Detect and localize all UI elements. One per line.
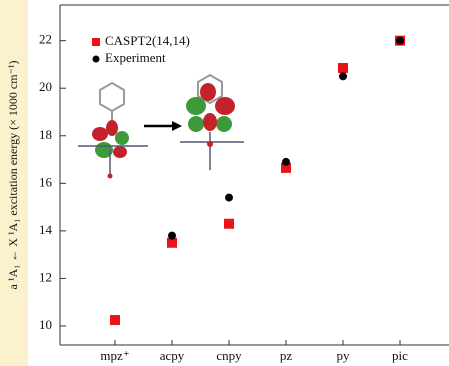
- point: [225, 194, 233, 202]
- x-tick-label: mpz⁺: [100, 348, 129, 363]
- y-tick-label: 16: [39, 174, 53, 189]
- y-tick-label: 12: [39, 269, 52, 284]
- point: [110, 315, 120, 325]
- legend-marker: [92, 38, 100, 46]
- y-tick-label: 22: [39, 32, 52, 47]
- x-tick-label: acpy: [160, 348, 185, 363]
- x-tick-label: py: [337, 348, 351, 363]
- point: [168, 232, 176, 240]
- x-tick-label: cnpy: [216, 348, 242, 363]
- y-tick-label: 20: [39, 79, 52, 94]
- point: [338, 63, 348, 73]
- y-tick-label: 18: [39, 127, 52, 142]
- x-tick-label: pic: [392, 348, 408, 363]
- x-tick-label: pz: [280, 348, 293, 363]
- legend-marker: [93, 56, 100, 63]
- legend-label: CASPT2(14,14): [105, 33, 190, 48]
- y-tick-label: 10: [39, 317, 52, 332]
- point: [339, 72, 347, 80]
- point: [224, 219, 234, 229]
- chart: a ¹A₁ ← X ¹A₁ excitation energy (× 1000 …: [0, 0, 449, 366]
- point: [396, 37, 404, 45]
- y-tick-label: 14: [39, 222, 53, 237]
- page: {"chart_data": {"type": "scatter", "y_la…: [0, 0, 449, 366]
- y-axis-label: a ¹A₁ ← X ¹A₁ excitation energy (× 1000 …: [6, 61, 20, 290]
- plot-background: [28, 0, 449, 366]
- point: [282, 158, 290, 166]
- legend-label: Experiment: [105, 50, 166, 65]
